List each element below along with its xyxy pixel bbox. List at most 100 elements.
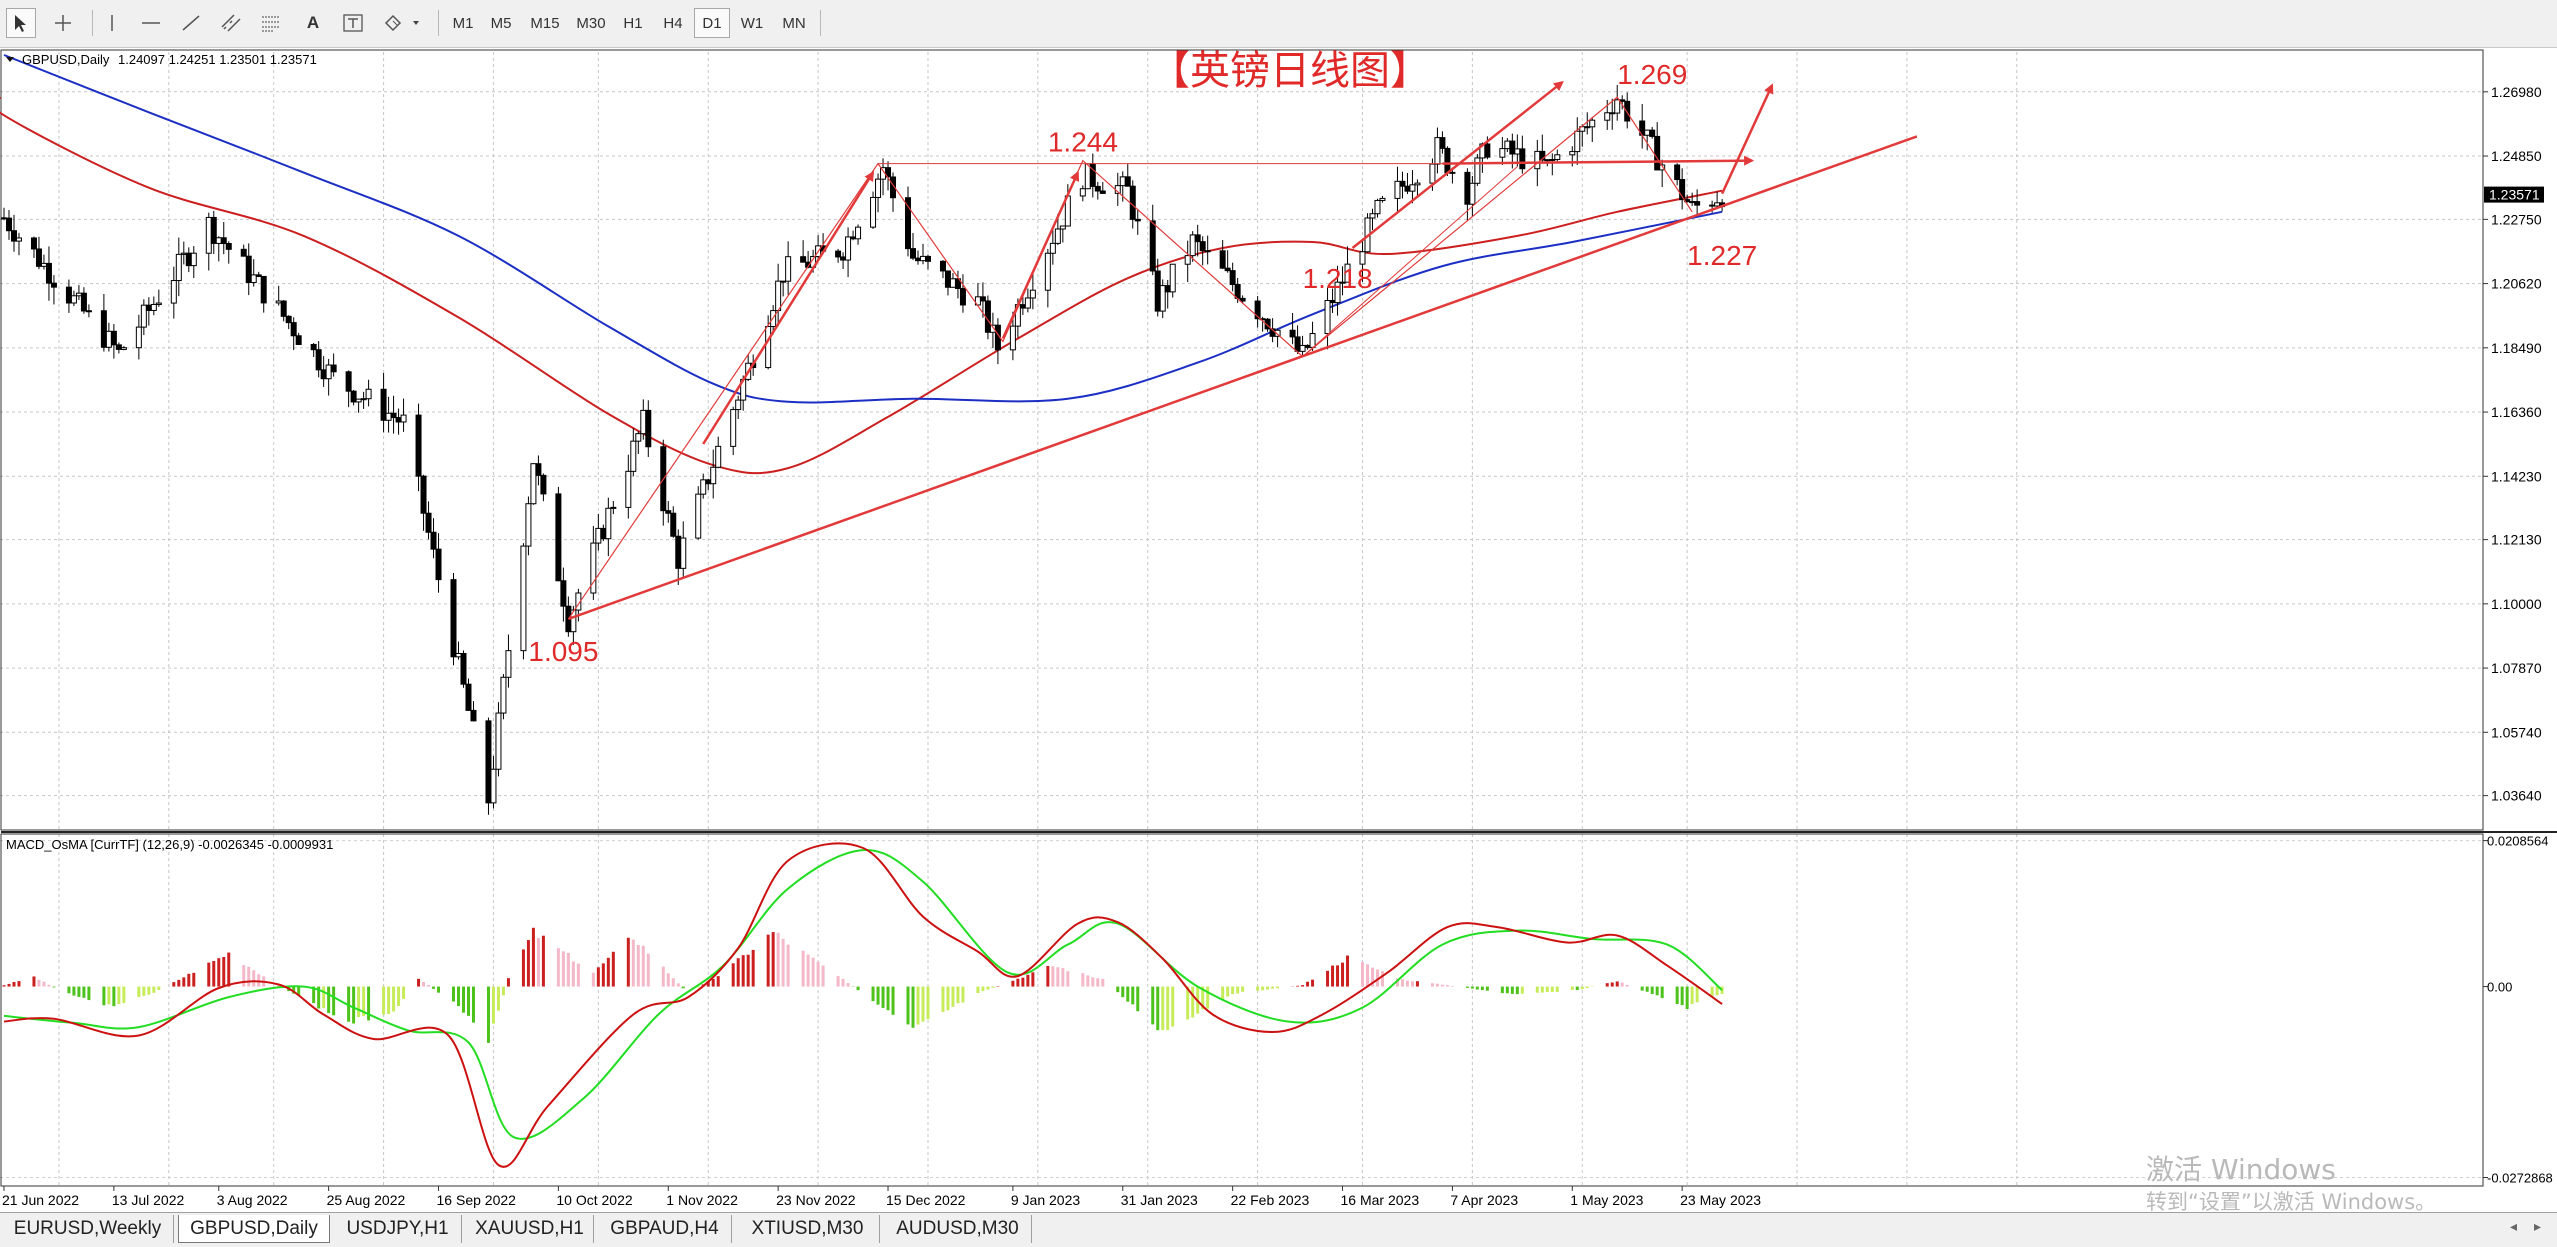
candle (1364, 213, 1371, 253)
candle (355, 398, 362, 413)
candle (630, 428, 637, 477)
candle (1694, 189, 1701, 215)
candle (1404, 172, 1411, 195)
candle (954, 270, 961, 299)
candle (255, 271, 262, 278)
timeframe-m1[interactable]: M1 (452, 14, 474, 32)
trend-drawing-1[interactable] (567, 135, 1918, 621)
candle (1059, 225, 1066, 243)
candle (875, 173, 882, 213)
candle (1409, 170, 1416, 204)
candle (1324, 287, 1331, 350)
tab-prev-icon[interactable]: ◂ (2510, 1219, 2518, 1235)
tab-xauusd-h1[interactable]: XAUUSD,H1 (466, 1215, 594, 1243)
candle (1089, 153, 1096, 198)
tab-eurusd-weekly[interactable]: EURUSD,Weekly (2, 1215, 174, 1243)
trendline-icon[interactable] (176, 8, 206, 38)
candle (45, 246, 52, 301)
date-tick-label: 23 May 2023 (1680, 1192, 1761, 1208)
timeframe-h4[interactable]: H4 (663, 14, 683, 32)
candle (1654, 122, 1661, 171)
candle (385, 396, 392, 433)
candle (540, 473, 547, 502)
candle (979, 282, 986, 318)
price-annotation: 1.244 (1048, 127, 1118, 158)
text-label-icon[interactable] (338, 8, 368, 38)
candle (415, 403, 422, 492)
candle (315, 341, 322, 378)
date-tick-label: 9 Jan 2023 (1011, 1192, 1080, 1208)
date-tick-label: 3 Aug 2022 (217, 1192, 288, 1208)
candle (280, 300, 287, 322)
shapes-icon[interactable] (380, 8, 426, 38)
candle (10, 214, 17, 252)
vertical-line-icon[interactable] (97, 8, 127, 38)
candle (944, 270, 951, 296)
timeframe-h1[interactable]: H1 (623, 14, 643, 32)
candle (145, 297, 152, 326)
candle (1414, 179, 1421, 197)
timeframe-m5[interactable]: M5 (490, 14, 512, 32)
date-tick-label: 21 Jun 2022 (2, 1192, 79, 1208)
candle (1679, 168, 1686, 210)
price-tick-label: 1.22750 (2491, 211, 2542, 227)
candle (430, 518, 437, 559)
timeframe-m15[interactable]: M15 (530, 14, 560, 32)
candle (15, 232, 22, 256)
candle (1189, 231, 1196, 262)
candle (1359, 240, 1366, 282)
timeframe-mn[interactable]: MN (782, 14, 806, 32)
tab-gbpusd-daily[interactable]: GBPUSD,Daily (178, 1215, 330, 1243)
tab-next-icon[interactable]: ▸ (2534, 1219, 2542, 1235)
candle (50, 275, 57, 305)
candle (635, 431, 642, 454)
crosshair-icon[interactable] (48, 8, 78, 38)
timeframe-w1[interactable]: W1 (740, 14, 764, 32)
candle (215, 236, 222, 262)
candle (100, 293, 107, 352)
candle (260, 275, 267, 313)
candle (1369, 208, 1376, 231)
candle (730, 406, 737, 456)
tab-gbpaud-h4[interactable]: GBPAUD,H4 (598, 1215, 732, 1243)
candle (1689, 192, 1696, 207)
candle (949, 272, 956, 288)
tab-xtiusd-m30[interactable]: XTIUSD,M30 (736, 1215, 880, 1243)
trend-drawing-4[interactable] (567, 96, 1693, 620)
tab-usdjpy-h1[interactable]: USDJPY,H1 (334, 1215, 462, 1243)
candle (1094, 181, 1101, 200)
text-icon[interactable]: A (306, 13, 320, 32)
candle (909, 232, 916, 261)
moving-average-line-2 (3, 54, 1723, 404)
trend-drawing-8[interactable] (1720, 83, 1774, 195)
date-tick-label: 10 Oct 2022 (556, 1192, 632, 1208)
cursor-icon[interactable] (6, 8, 36, 38)
candle (135, 314, 142, 360)
timeframe-m30[interactable]: M30 (576, 14, 606, 32)
candle (175, 237, 182, 297)
trend-drawing-6[interactable] (1001, 170, 1080, 340)
candle (325, 358, 332, 396)
candle (1574, 117, 1581, 165)
timeframe-d1[interactable]: D1 (694, 8, 730, 38)
symbol-tabs: EURUSD,Weekly GBPUSD,Daily USDJPY,H1 XAUUSD… (0, 1212, 2557, 1247)
fibonacci-icon[interactable] (256, 8, 286, 38)
chart-menu-icon[interactable] (6, 57, 14, 62)
price-chart[interactable]: 1.095 1.244 1.218 1.269 1.227 1.26980 1.24850… (0, 47, 2557, 1212)
horizontal-line-icon[interactable] (136, 8, 166, 38)
trend-drawing-2[interactable] (1442, 155, 1755, 166)
price-annotation: 1.227 (1687, 240, 1757, 271)
trend-drawing-7[interactable] (1351, 80, 1564, 249)
candle (1294, 325, 1301, 354)
candle (1649, 126, 1656, 139)
candle (205, 212, 212, 271)
candle (994, 318, 1001, 365)
trend-drawing-5[interactable] (702, 170, 875, 445)
channel-icon[interactable] (216, 8, 246, 38)
candle (845, 227, 852, 278)
trend-drawing-9[interactable] (1302, 166, 1518, 357)
candle (285, 315, 292, 330)
candle (245, 243, 252, 296)
watermark-line2: 转到“设置”以激活 Windows。 (2146, 1190, 2437, 1214)
tab-audusd-m30[interactable]: AUDUSD,M30 (884, 1215, 1032, 1243)
